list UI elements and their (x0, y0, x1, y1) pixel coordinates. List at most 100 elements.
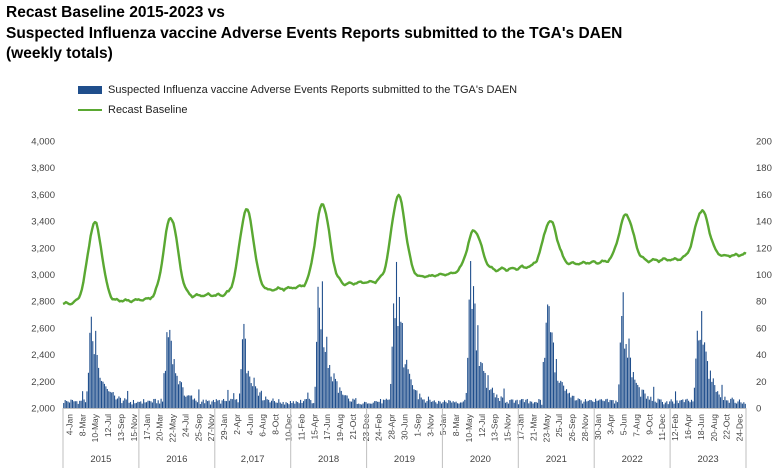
report-bar (599, 399, 601, 408)
report-bar (90, 316, 92, 408)
report-bar (154, 398, 156, 408)
report-bar (736, 403, 738, 408)
report-bar (692, 401, 694, 408)
report-bar (395, 261, 398, 408)
report-bar (560, 380, 562, 408)
report-bar (641, 389, 643, 408)
report-bar (664, 402, 666, 408)
report-bar (304, 399, 306, 408)
report-bar (669, 401, 671, 408)
x-tick-label: 8-Mar (451, 414, 461, 436)
report-bar (150, 401, 152, 408)
report-bar (583, 401, 585, 408)
x-tick-label: 25-Jul (554, 414, 564, 437)
report-bar (519, 400, 521, 408)
report-bar (661, 401, 663, 408)
report-bar (201, 401, 203, 408)
report-bar (602, 400, 604, 408)
year-label: 2020 (470, 454, 491, 465)
report-bar (580, 400, 582, 408)
report-bar (74, 401, 76, 408)
report-bar (628, 338, 630, 408)
report-bar (332, 381, 334, 408)
report-bar (579, 398, 581, 408)
report-bar (339, 387, 341, 408)
x-tick-label: 12-Jul (103, 414, 113, 437)
report-bar (686, 398, 688, 408)
report-bar (409, 373, 411, 408)
report-bar (362, 403, 364, 408)
report-bar (597, 400, 600, 408)
x-tick-label: 7-Aug (632, 414, 642, 437)
report-bar (353, 399, 355, 408)
report-bar (603, 401, 605, 408)
report-bar (464, 399, 466, 408)
report-bar (679, 400, 681, 408)
report-bar (169, 329, 171, 408)
report-bar (506, 401, 508, 408)
report-bar (356, 403, 358, 408)
report-bar (545, 322, 547, 408)
report-bar (102, 381, 104, 408)
report-bar (350, 401, 352, 408)
report-bar (96, 354, 98, 408)
report-bar (221, 400, 223, 408)
report-bar (706, 361, 709, 408)
report-bar (455, 401, 457, 408)
report-bar (515, 400, 517, 408)
report-bar (87, 372, 89, 408)
report-bar (459, 402, 461, 408)
report-bar (518, 404, 520, 408)
report-bar (475, 350, 477, 408)
report-bar (240, 369, 242, 408)
x-tick-label: 19-Aug (335, 414, 345, 442)
report-bar (401, 323, 403, 408)
report-bar (564, 390, 566, 408)
report-bar (458, 403, 460, 408)
x-tick-label: 23-Dec (361, 413, 371, 441)
legend-swatch-reports (78, 86, 102, 94)
report-bar (448, 400, 450, 408)
report-bar (263, 400, 265, 408)
x-tick-label: 4-Jun (245, 414, 255, 436)
report-bar (359, 404, 361, 408)
report-bar (643, 389, 645, 408)
report-bar (279, 402, 281, 408)
report-bar (366, 403, 368, 408)
report-bar (390, 383, 392, 408)
report-bar (253, 377, 255, 408)
report-bar (525, 399, 527, 408)
report-bar (483, 370, 485, 408)
report-bar (625, 344, 627, 408)
report-bar (377, 401, 379, 408)
y-left-tick-label: 2,600 (31, 323, 55, 334)
x-tick-label: 20-Aug (709, 414, 719, 442)
y-left-tick-label: 3,000 (31, 270, 55, 281)
report-bar (82, 391, 84, 408)
report-bar (80, 400, 82, 408)
report-bar (320, 329, 322, 408)
y-right-tick-label: 200 (756, 137, 772, 148)
report-bar (116, 398, 119, 408)
report-bar (182, 387, 184, 408)
report-bar (144, 402, 146, 408)
report-bar (273, 401, 275, 408)
report-bar (581, 403, 584, 408)
x-tick-label: 29-Jan (219, 414, 229, 440)
report-bar (727, 400, 729, 408)
report-bar (420, 397, 422, 408)
report-bar (77, 403, 79, 408)
x-tick-label: 8-Mar (77, 414, 87, 436)
report-bar (737, 401, 739, 408)
report-bar (740, 402, 742, 408)
report-bar (270, 400, 273, 408)
report-bar (504, 402, 507, 408)
report-bar (340, 390, 342, 408)
report-bar (586, 401, 588, 408)
report-bar (73, 401, 75, 408)
x-tick-label: 30-Jan (593, 414, 603, 440)
x-tick-label: 25-Sep (193, 414, 203, 442)
report-bar (722, 400, 725, 408)
report-bar (125, 399, 127, 408)
report-bar (541, 404, 543, 408)
